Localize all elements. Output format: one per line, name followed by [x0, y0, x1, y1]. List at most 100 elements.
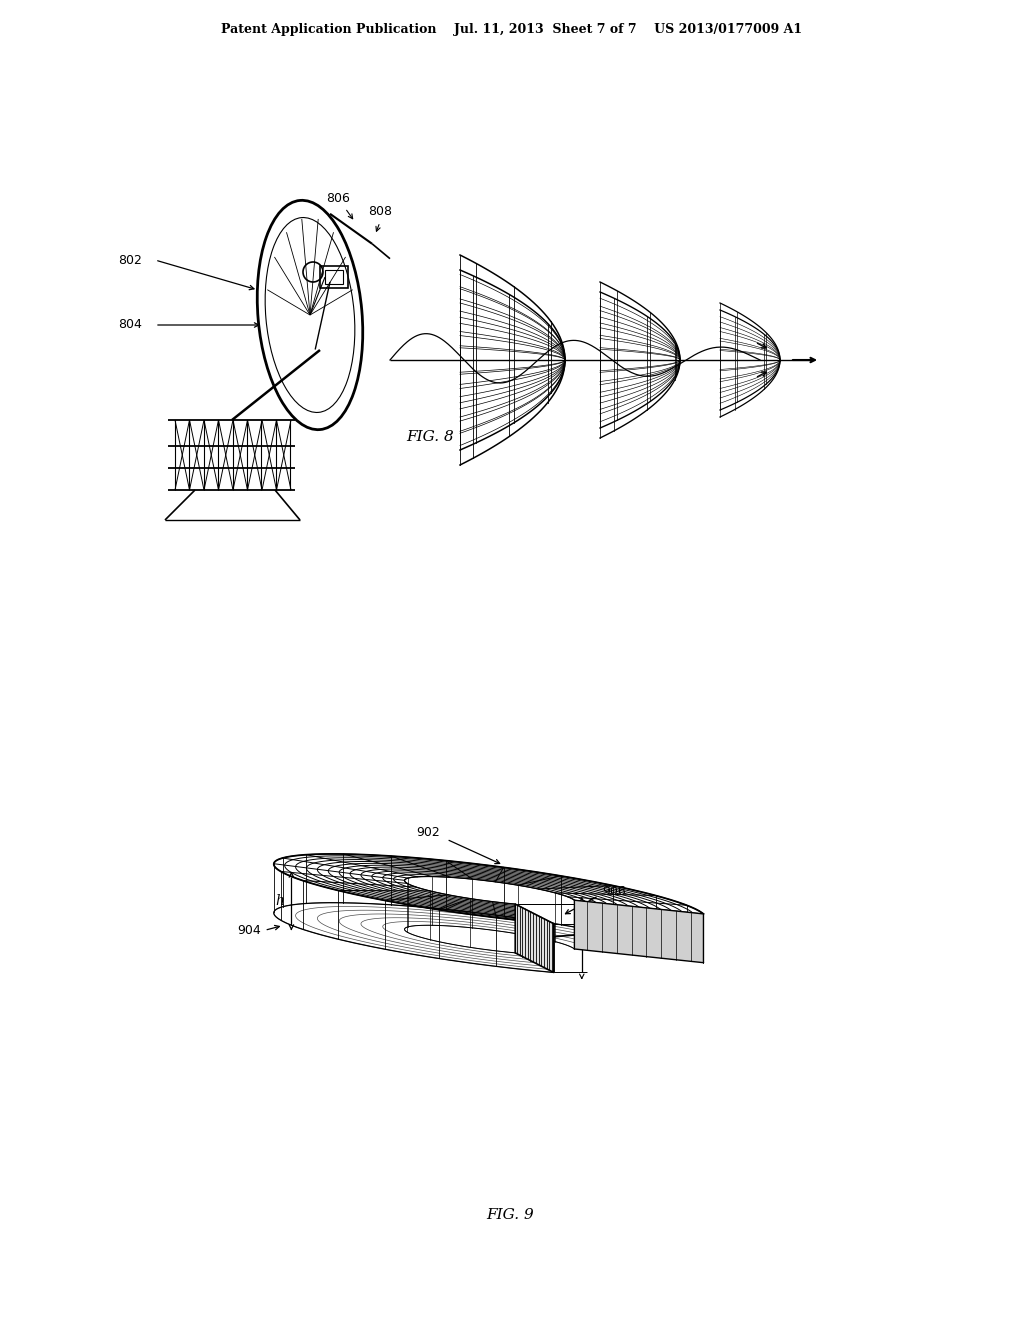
Polygon shape [339, 869, 355, 874]
Polygon shape [550, 878, 600, 886]
Polygon shape [521, 883, 551, 888]
Polygon shape [273, 854, 703, 973]
Polygon shape [543, 879, 588, 887]
Polygon shape [283, 854, 315, 859]
Polygon shape [470, 878, 496, 882]
Polygon shape [353, 891, 400, 899]
Polygon shape [339, 873, 354, 878]
Polygon shape [441, 908, 497, 916]
Polygon shape [493, 902, 518, 906]
Polygon shape [575, 887, 613, 895]
Polygon shape [499, 875, 540, 882]
Polygon shape [401, 859, 453, 865]
Polygon shape [459, 870, 500, 875]
Polygon shape [416, 865, 459, 870]
Polygon shape [462, 871, 499, 876]
Polygon shape [578, 898, 596, 903]
Polygon shape [422, 891, 449, 895]
Polygon shape [460, 902, 494, 907]
Polygon shape [647, 903, 671, 911]
Polygon shape [350, 870, 367, 875]
Polygon shape [637, 902, 660, 909]
Polygon shape [350, 874, 365, 879]
Polygon shape [296, 862, 314, 867]
Polygon shape [449, 906, 496, 912]
Polygon shape [495, 909, 538, 916]
Polygon shape [677, 904, 703, 913]
Polygon shape [383, 875, 397, 879]
Polygon shape [383, 878, 396, 882]
Polygon shape [589, 894, 617, 900]
Polygon shape [503, 869, 557, 878]
Polygon shape [496, 915, 551, 923]
Polygon shape [407, 891, 437, 896]
Polygon shape [373, 862, 416, 865]
Polygon shape [600, 886, 647, 895]
Polygon shape [525, 883, 557, 888]
Polygon shape [404, 876, 574, 953]
Bar [319, 267, 348, 288]
Text: FIG. 8: FIG. 8 [407, 430, 454, 444]
Polygon shape [343, 854, 396, 858]
Polygon shape [500, 874, 543, 880]
Polygon shape [627, 902, 649, 908]
Polygon shape [329, 871, 344, 878]
Polygon shape [340, 883, 377, 891]
Polygon shape [426, 869, 464, 873]
Polygon shape [581, 894, 607, 900]
Polygon shape [285, 859, 303, 866]
Polygon shape [551, 888, 581, 894]
Polygon shape [497, 916, 554, 924]
Polygon shape [567, 896, 585, 902]
Polygon shape [281, 871, 312, 880]
Polygon shape [395, 899, 446, 908]
Polygon shape [588, 886, 631, 895]
Polygon shape [503, 867, 560, 876]
Polygon shape [597, 899, 617, 904]
Text: Patent Application Publication    Jul. 11, 2013  Sheet 7 of 7    US 2013/0177009: Patent Application Publication Jul. 11, … [221, 24, 803, 37]
Polygon shape [369, 891, 412, 899]
Polygon shape [409, 875, 432, 876]
Polygon shape [351, 855, 401, 859]
Polygon shape [494, 907, 531, 912]
Polygon shape [323, 875, 350, 883]
Polygon shape [623, 895, 656, 903]
Polygon shape [334, 876, 359, 884]
Polygon shape [329, 866, 345, 873]
Polygon shape [667, 904, 692, 913]
Polygon shape [402, 869, 436, 873]
Polygon shape [639, 895, 677, 904]
Polygon shape [389, 871, 417, 873]
Polygon shape [422, 896, 460, 903]
Polygon shape [325, 862, 352, 866]
Polygon shape [447, 862, 503, 870]
Polygon shape [306, 867, 323, 875]
Polygon shape [588, 898, 606, 904]
Polygon shape [397, 875, 418, 878]
Polygon shape [285, 865, 302, 874]
Polygon shape [293, 857, 325, 862]
Polygon shape [388, 866, 426, 869]
Polygon shape [495, 908, 535, 913]
Polygon shape [397, 886, 422, 891]
Polygon shape [457, 869, 500, 875]
Polygon shape [515, 904, 554, 973]
Polygon shape [656, 903, 682, 912]
Polygon shape [536, 880, 575, 887]
Polygon shape [386, 882, 407, 887]
Polygon shape [431, 870, 466, 875]
Polygon shape [445, 875, 472, 879]
Text: 802: 802 [118, 253, 142, 267]
Text: 808: 808 [368, 205, 392, 218]
Polygon shape [406, 898, 452, 906]
Polygon shape [574, 900, 703, 962]
Polygon shape [496, 879, 525, 884]
Polygon shape [388, 886, 415, 891]
Polygon shape [496, 880, 521, 886]
Polygon shape [372, 876, 386, 882]
Polygon shape [412, 898, 455, 906]
Text: 806: 806 [326, 191, 350, 205]
Polygon shape [455, 867, 501, 874]
Polygon shape [352, 863, 388, 866]
Bar [325, 271, 343, 284]
